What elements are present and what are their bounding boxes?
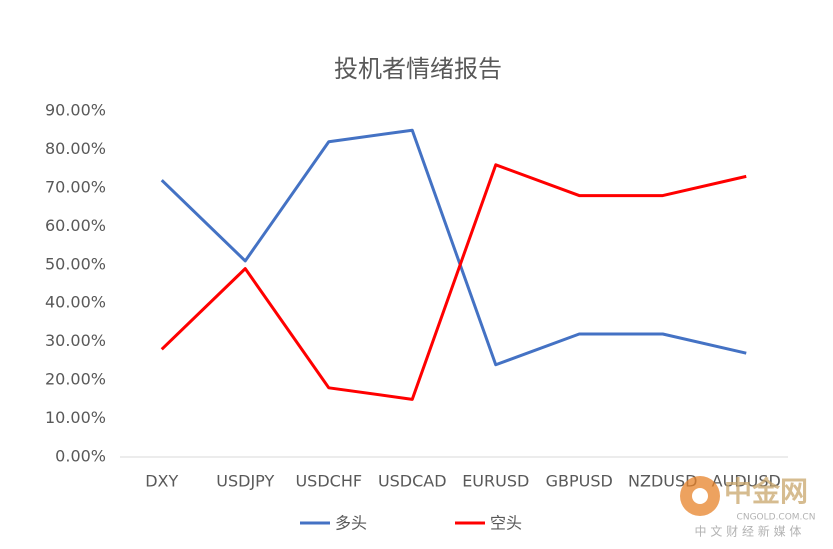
y-tick-label: 50.00% [45, 254, 106, 273]
y-tick-label: 90.00% [45, 101, 106, 120]
x-tick-label: EURUSD [462, 472, 529, 491]
watermark-tagline: 中 文 财 经 新 媒 体 [695, 524, 802, 539]
y-tick-label: 40.00% [45, 293, 106, 312]
watermark: 中金网 CNGOLD.COM.CN 中 文 财 经 新 媒 体 [680, 475, 815, 539]
y-tick-label: 30.00% [45, 331, 106, 350]
x-tick-label: USDCAD [378, 472, 447, 491]
watermark-brand: 中金网 [724, 475, 808, 508]
y-tick-label: 70.00% [45, 177, 106, 196]
series-line [160, 163, 747, 401]
legend-label: 空头 [490, 514, 522, 533]
watermark-url: CNGOLD.COM.CN [737, 513, 816, 523]
series-line [160, 128, 747, 367]
x-tick-label: DXY [145, 472, 178, 491]
legend-label: 多头 [335, 514, 367, 533]
watermark-logo-inner [692, 488, 708, 504]
x-tick-label: USDJPY [216, 472, 274, 491]
y-tick-label: 60.00% [45, 216, 106, 235]
chart-title: 投机者情绪报告 [334, 55, 502, 83]
y-tick-label: 0.00% [55, 447, 106, 466]
y-tick-label: 80.00% [45, 139, 106, 158]
y-tick-label: 20.00% [45, 370, 106, 389]
x-tick-label: NZDUSD [628, 472, 697, 491]
x-tick-label: GBPUSD [546, 472, 613, 491]
x-tick-label: USDCHF [295, 472, 362, 491]
y-tick-label: 10.00% [45, 408, 106, 427]
x-tick-label: AUDUSD [712, 472, 781, 491]
